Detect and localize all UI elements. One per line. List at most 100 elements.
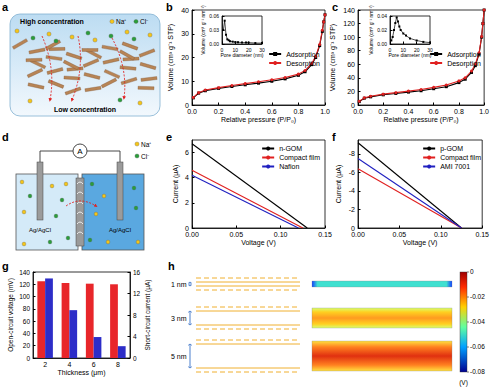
svg-text:Adsorption: Adsorption — [447, 51, 481, 59]
svg-text:0.00: 0.00 — [209, 41, 219, 47]
svg-text:Na⁺: Na⁺ — [141, 141, 151, 148]
svg-text:-6: -6 — [349, 169, 355, 176]
svg-text:h: h — [168, 260, 175, 272]
svg-text:Pore diameter (nm): Pore diameter (nm) — [220, 52, 263, 58]
svg-text:0.2: 0.2 — [378, 108, 388, 115]
svg-text:Volume (cm³ g⁻¹ nm⁻¹): Volume (cm³ g⁻¹ nm⁻¹) — [200, 5, 206, 55]
svg-text:0.4: 0.4 — [240, 108, 250, 115]
svg-text:4: 4 — [133, 333, 137, 340]
svg-text:Cl⁻: Cl⁻ — [141, 153, 149, 160]
svg-text:0: 0 — [26, 355, 30, 362]
svg-text:Adsorption: Adsorption — [286, 51, 320, 59]
svg-text:20: 20 — [181, 54, 189, 61]
svg-text:30: 30 — [181, 30, 189, 37]
svg-text:20: 20 — [414, 47, 420, 53]
svg-text:4: 4 — [185, 174, 189, 181]
svg-text:0: 0 — [389, 47, 392, 53]
svg-text:6: 6 — [92, 361, 96, 368]
svg-text:-0.04: -0.04 — [470, 318, 485, 325]
svg-text:20: 20 — [347, 88, 355, 95]
svg-text:a: a — [2, 1, 9, 13]
svg-text:0.10: 0.10 — [434, 231, 448, 238]
svg-text:0.6: 0.6 — [267, 108, 277, 115]
svg-text:0.00: 0.00 — [377, 41, 387, 47]
svg-text:b: b — [166, 1, 173, 13]
svg-text:8: 8 — [116, 361, 120, 368]
svg-text:140: 140 — [19, 269, 30, 276]
svg-text:80: 80 — [23, 305, 31, 312]
svg-text:Ag/AgCl: Ag/AgCl — [29, 227, 51, 233]
svg-text:1 nm: 1 nm — [171, 281, 187, 288]
svg-text:0: 0 — [221, 47, 224, 53]
svg-text:120: 120 — [343, 20, 355, 27]
svg-text:2: 2 — [185, 199, 189, 206]
svg-text:0.06: 0.06 — [209, 13, 219, 19]
svg-text:0.05: 0.05 — [230, 231, 244, 238]
svg-text:-0.06: -0.06 — [470, 343, 485, 350]
svg-text:0.15: 0.15 — [318, 231, 332, 238]
svg-text:Open-circuit voltage (mV): Open-circuit voltage (mV) — [7, 278, 15, 352]
svg-text:20: 20 — [23, 342, 31, 349]
svg-text:0.05: 0.05 — [393, 231, 407, 238]
svg-text:120: 120 — [19, 281, 30, 288]
svg-text:30: 30 — [427, 47, 433, 53]
svg-text:140: 140 — [343, 7, 355, 14]
svg-text:-0.08: -0.08 — [470, 368, 485, 375]
svg-text:10: 10 — [181, 78, 189, 85]
svg-text:High concentration: High concentration — [20, 18, 84, 26]
svg-text:-8: -8 — [349, 150, 355, 157]
svg-text:Nafion: Nafion — [279, 163, 299, 170]
svg-text:n-GOM: n-GOM — [279, 145, 302, 152]
svg-text:0: 0 — [470, 268, 474, 275]
svg-text:100: 100 — [343, 34, 355, 41]
svg-text:1.0: 1.0 — [479, 108, 489, 115]
svg-text:Current (μA): Current (μA) — [335, 165, 343, 204]
svg-text:-4: -4 — [349, 187, 355, 194]
svg-text:Cl⁻: Cl⁻ — [140, 18, 148, 25]
svg-text:10: 10 — [233, 47, 239, 53]
svg-text:e: e — [166, 131, 172, 143]
svg-text:Na⁺: Na⁺ — [116, 18, 126, 25]
svg-text:0.00: 0.00 — [351, 231, 365, 238]
svg-text:Low concentration: Low concentration — [54, 106, 116, 113]
svg-text:(V): (V) — [459, 379, 468, 387]
svg-text:0.0: 0.0 — [353, 108, 363, 115]
svg-text:-0.02: -0.02 — [470, 293, 485, 300]
svg-text:40: 40 — [347, 74, 355, 81]
svg-text:-2: -2 — [349, 206, 355, 213]
svg-text:Ag/AgCl: Ag/AgCl — [109, 227, 131, 233]
svg-text:40: 40 — [181, 7, 189, 14]
svg-text:Desorption: Desorption — [447, 60, 481, 68]
svg-text:0.10: 0.10 — [274, 231, 288, 238]
svg-text:c: c — [332, 1, 338, 13]
svg-text:10: 10 — [401, 47, 407, 53]
svg-text:0.15: 0.15 — [475, 231, 489, 238]
svg-text:100: 100 — [19, 293, 30, 300]
svg-text:Compact film: Compact film — [279, 154, 320, 162]
svg-text:Desorption: Desorption — [286, 60, 320, 68]
svg-text:Thickness (μm): Thickness (μm) — [58, 369, 106, 377]
svg-text:0.02: 0.02 — [377, 27, 387, 33]
svg-text:0.8: 0.8 — [454, 108, 464, 115]
svg-text:12: 12 — [133, 290, 141, 297]
svg-text:Short-circuit current (μA): Short-circuit current (μA) — [144, 280, 152, 351]
svg-text:0.6: 0.6 — [429, 108, 439, 115]
svg-text:3 nm: 3 nm — [171, 315, 187, 322]
svg-text:0.00: 0.00 — [185, 231, 199, 238]
svg-text:5 nm: 5 nm — [171, 353, 187, 360]
svg-text:g: g — [2, 260, 9, 272]
svg-text:Relative pressure (P/P₀): Relative pressure (P/P₀) — [221, 116, 296, 124]
svg-text:0.8: 0.8 — [294, 108, 304, 115]
svg-text:60: 60 — [23, 318, 31, 325]
svg-text:0.04: 0.04 — [377, 13, 387, 19]
svg-text:20: 20 — [246, 47, 252, 53]
svg-text:30: 30 — [259, 47, 265, 53]
svg-text:0.0: 0.0 — [187, 108, 197, 115]
svg-text:4: 4 — [67, 361, 71, 368]
svg-text:6: 6 — [185, 149, 189, 156]
svg-text:0: 0 — [133, 355, 137, 362]
svg-text:p-GOM: p-GOM — [440, 145, 463, 153]
svg-text:Volume (cm³ g⁻¹ STP): Volume (cm³ g⁻¹ STP) — [167, 24, 175, 91]
svg-text:AMI 7001: AMI 7001 — [440, 163, 470, 170]
svg-text:0.03: 0.03 — [209, 27, 219, 33]
